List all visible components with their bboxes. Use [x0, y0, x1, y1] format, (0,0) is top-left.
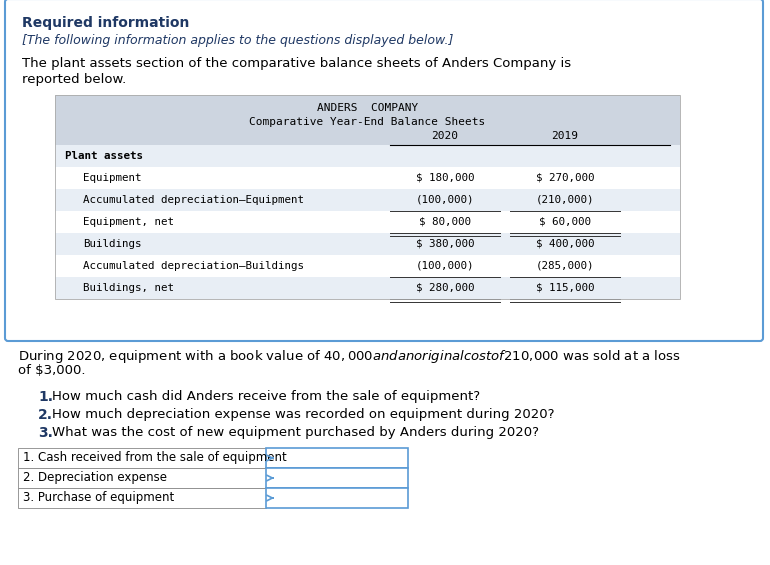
Text: Accumulated depreciation–Buildings: Accumulated depreciation–Buildings	[83, 261, 304, 271]
Text: 2. Depreciation expense: 2. Depreciation expense	[23, 472, 167, 485]
Text: Plant assets: Plant assets	[65, 151, 143, 161]
Bar	[55, 145, 680, 167]
Text: $ 180,000: $ 180,000	[416, 173, 474, 183]
Text: Equipment, net: Equipment, net	[83, 217, 174, 227]
Text: $ 115,000: $ 115,000	[536, 283, 594, 293]
Bar	[18, 468, 266, 488]
Text: How much depreciation expense was recorded on equipment during 2020?: How much depreciation expense was record…	[52, 408, 554, 421]
Text: Accumulated depreciation–Equipment: Accumulated depreciation–Equipment	[83, 195, 304, 205]
Text: 2.: 2.	[38, 408, 53, 422]
Text: $ 400,000: $ 400,000	[536, 239, 594, 249]
Bar	[266, 448, 408, 468]
Text: (210,000): (210,000)	[536, 195, 594, 205]
Text: $ 80,000: $ 80,000	[419, 217, 471, 227]
Text: of $3,000.: of $3,000.	[18, 364, 85, 377]
Bar	[266, 488, 408, 508]
Text: 3.: 3.	[38, 426, 53, 440]
Text: (100,000): (100,000)	[416, 261, 474, 271]
Text: During 2020, equipment with a book value of $40,000 and an original cost of $210: During 2020, equipment with a book value…	[18, 348, 681, 365]
Bar	[266, 468, 408, 488]
Text: 1. Cash received from the sale of equipment: 1. Cash received from the sale of equipm…	[23, 451, 286, 464]
Text: $ 380,000: $ 380,000	[416, 239, 474, 249]
Text: 3. Purchase of equipment: 3. Purchase of equipment	[23, 492, 174, 505]
Text: Buildings: Buildings	[83, 239, 142, 249]
Bar	[18, 448, 266, 468]
Text: Equipment: Equipment	[83, 173, 142, 183]
Bar	[55, 95, 680, 145]
Text: Required information: Required information	[22, 16, 189, 30]
Bar	[55, 167, 680, 189]
Text: Comparative Year-End Balance Sheets: Comparative Year-End Balance Sheets	[249, 117, 486, 127]
Text: $ 280,000: $ 280,000	[416, 283, 474, 293]
Bar	[55, 95, 680, 299]
Text: (285,000): (285,000)	[536, 261, 594, 271]
Text: 2019: 2019	[551, 131, 578, 141]
Bar	[55, 277, 680, 299]
Text: The plant assets section of the comparative balance sheets of Anders Company is: The plant assets section of the comparat…	[22, 57, 571, 70]
Text: 1.: 1.	[38, 390, 53, 404]
Text: ANDERS  COMPANY: ANDERS COMPANY	[317, 103, 418, 113]
Bar	[18, 488, 266, 508]
Text: reported below.: reported below.	[22, 73, 126, 86]
Text: $ 60,000: $ 60,000	[539, 217, 591, 227]
Text: 2020: 2020	[431, 131, 458, 141]
Bar	[55, 255, 680, 277]
Text: What was the cost of new equipment purchased by Anders during 2020?: What was the cost of new equipment purch…	[52, 426, 539, 439]
Bar	[55, 189, 680, 211]
Text: $ 270,000: $ 270,000	[536, 173, 594, 183]
Bar	[55, 211, 680, 233]
Bar	[55, 233, 680, 255]
Text: [The following information applies to the questions displayed below.]: [The following information applies to th…	[22, 34, 454, 47]
Text: Buildings, net: Buildings, net	[83, 283, 174, 293]
Text: (100,000): (100,000)	[416, 195, 474, 205]
Text: How much cash did Anders receive from the sale of equipment?: How much cash did Anders receive from th…	[52, 390, 480, 403]
FancyBboxPatch shape	[5, 0, 763, 341]
